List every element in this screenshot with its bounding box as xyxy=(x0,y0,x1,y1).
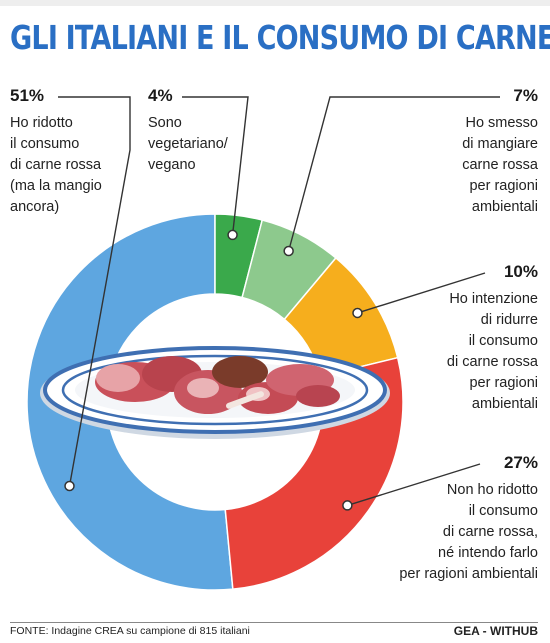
top-bar xyxy=(0,0,550,6)
leader-dot xyxy=(227,229,238,241)
slice-percent-label: 51% xyxy=(10,86,45,105)
slice-percent-label: 4% xyxy=(148,86,173,105)
slice-description-label: Ho smesso di mangiare carne rossa per ra… xyxy=(462,115,538,215)
slice-description-label: Non ho ridotto il consumo di carne rossa… xyxy=(399,482,538,582)
slice-reduced-consumption xyxy=(26,213,234,591)
leader-dot xyxy=(352,307,363,319)
credit-label: GEA - WITHUB xyxy=(453,624,538,638)
leader-line xyxy=(357,272,486,314)
slice-percent-label: 27% xyxy=(503,453,538,472)
leader-dot xyxy=(342,500,353,511)
slice-description-label: Ho intenzione di ridurre il consumo di c… xyxy=(446,291,538,412)
slice-percent-label: 7% xyxy=(513,86,538,105)
leader-line xyxy=(182,96,249,235)
leader-line xyxy=(287,96,500,252)
slice-description-label: Sono vegetariano/ vegano xyxy=(148,115,228,173)
leader-dot xyxy=(283,245,294,257)
footer-divider xyxy=(10,622,538,623)
source-note: FONTE: Indagine CREA su campione di 815 … xyxy=(10,625,250,637)
leader-line xyxy=(58,96,131,487)
slice-percent-label: 10% xyxy=(503,262,538,281)
leader-dot xyxy=(64,480,75,492)
slice-description-label: Ho ridotto il consumo di carne rossa (ma… xyxy=(10,115,102,215)
plate-of-meat-icon xyxy=(40,346,390,439)
leader-line xyxy=(347,463,481,507)
